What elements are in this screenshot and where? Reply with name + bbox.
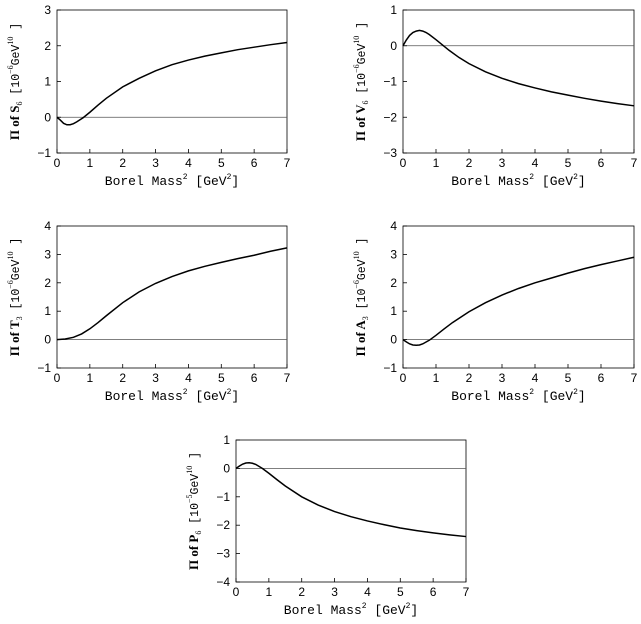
- x-tick-label: 7: [631, 371, 638, 385]
- y-axis-label: Π of V6 [10−6GeV10 ]: [352, 22, 370, 141]
- x-axis-label: Borel Mass2 [GeV2]: [105, 388, 239, 404]
- x-tick-label: 5: [218, 156, 225, 170]
- x-tick-label: 1: [87, 156, 94, 170]
- y-axis-label: Π of A3 [10−6GeV10 ]: [352, 238, 370, 357]
- x-tick-label: 4: [532, 371, 539, 385]
- x-axis-label: Borel Mass2 [GeV2]: [451, 173, 585, 189]
- x-tick-label: 1: [87, 371, 94, 385]
- x-tick-label: 1: [266, 585, 273, 599]
- y-tick-label: 1: [390, 3, 397, 17]
- y-tick-label: −3: [383, 146, 397, 160]
- x-tick-label: 3: [152, 156, 159, 170]
- x-tick-label: 3: [331, 585, 338, 599]
- y-tick-label: 3: [44, 247, 51, 261]
- plot-frame: [56, 225, 288, 369]
- x-tick-label: 3: [499, 156, 506, 170]
- y-axis-label: Π of P6 [10−5GeV10 ]: [185, 452, 203, 570]
- series-line-S6: [56, 41, 288, 126]
- y-tick-label: 1: [223, 433, 230, 447]
- x-tick-label: 0: [233, 585, 240, 599]
- y-tick-label: 1: [44, 304, 51, 318]
- y-tick-label: 3: [44, 3, 51, 17]
- plot-frame: [56, 9, 288, 154]
- series-line-A3: [402, 256, 635, 347]
- x-tick-label: 2: [298, 585, 305, 599]
- x-tick-label: 5: [218, 371, 225, 385]
- series-line-V6: [402, 29, 635, 107]
- x-tick-label: 0: [400, 371, 407, 385]
- x-tick-label: 5: [397, 585, 404, 599]
- chart-P6: 0 1 2 3 4 5 6 7 −4 −3 −2 −1 0 1 Borel Mass2 [GeV2] Π of…: [185, 433, 470, 618]
- x-tick-label: 6: [251, 156, 258, 170]
- x-tick-label: 5: [565, 156, 572, 170]
- x-tick-label: 3: [152, 371, 159, 385]
- chart-V6: 0 1 2 3 4 5 6 7 −3 −2 −1 0 1 Borel Mass2 [GeV2] Π of V…: [352, 3, 638, 189]
- y-tick-label: 2: [44, 276, 51, 290]
- x-tick-label: 1: [433, 156, 440, 170]
- x-tick-label: 2: [466, 156, 473, 170]
- x-tick-label: 6: [598, 371, 605, 385]
- plot-frame: [235, 439, 467, 583]
- x-tick-label: 0: [54, 371, 61, 385]
- y-tick-label: −1: [216, 490, 230, 504]
- x-tick-label: 7: [463, 585, 470, 599]
- y-tick-label: 0: [390, 333, 397, 347]
- x-tick-label: 2: [119, 156, 126, 170]
- x-tick-label: 4: [185, 156, 192, 170]
- x-axis-label: Borel Mass2 [GeV2]: [284, 602, 418, 618]
- y-tick-label: 1: [44, 75, 51, 89]
- x-tick-label: 7: [631, 156, 638, 170]
- y-tick-label: 0: [390, 39, 397, 53]
- x-tick-label: 4: [532, 156, 539, 170]
- x-axis-label: Borel Mass2 [GeV2]: [451, 388, 585, 404]
- plot-frame: [402, 225, 635, 369]
- y-tick-label: 1: [390, 304, 397, 318]
- x-tick-label: 2: [119, 371, 126, 385]
- x-tick-label: 7: [284, 156, 291, 170]
- y-tick-label: −2: [216, 518, 230, 532]
- y-tick-label: −3: [216, 547, 230, 561]
- y-tick-label: 3: [390, 247, 397, 261]
- y-tick-label: −1: [37, 146, 51, 160]
- x-tick-label: 1: [433, 371, 440, 385]
- y-tick-label: 0: [44, 333, 51, 347]
- x-tick-label: 6: [598, 156, 605, 170]
- y-tick-label: 0: [44, 110, 51, 124]
- y-tick-label: 4: [44, 219, 51, 233]
- y-tick-label: −1: [37, 361, 51, 375]
- x-tick-label: 2: [466, 371, 473, 385]
- x-tick-label: 7: [284, 371, 291, 385]
- y-tick-label: 0: [223, 461, 230, 475]
- series-line-T3: [56, 247, 288, 341]
- y-tick-label: 4: [390, 219, 397, 233]
- x-axis-label: Borel Mass2 [GeV2]: [105, 173, 239, 189]
- y-tick-label: −1: [383, 75, 397, 89]
- x-tick-label: 6: [251, 371, 258, 385]
- y-tick-label: −2: [383, 110, 397, 124]
- x-tick-label: 3: [499, 371, 506, 385]
- y-tick-label: 2: [390, 276, 397, 290]
- y-tick-label: −1: [383, 361, 397, 375]
- x-tick-label: 4: [364, 585, 371, 599]
- series-line-P6: [235, 461, 467, 538]
- y-tick-label: 2: [44, 39, 51, 53]
- x-tick-label: 0: [400, 156, 407, 170]
- x-tick-label: 6: [430, 585, 437, 599]
- y-axis-label: Π of T3 [10−6GeV10 ]: [6, 238, 24, 357]
- y-tick-label: −4: [216, 575, 230, 589]
- x-tick-label: 4: [185, 371, 192, 385]
- plot-frame: [402, 9, 635, 154]
- y-axis-label: Π of S6 [10−6GeV10 ]: [6, 23, 24, 140]
- x-tick-label: 5: [565, 371, 572, 385]
- x-tick-label: 0: [54, 156, 61, 170]
